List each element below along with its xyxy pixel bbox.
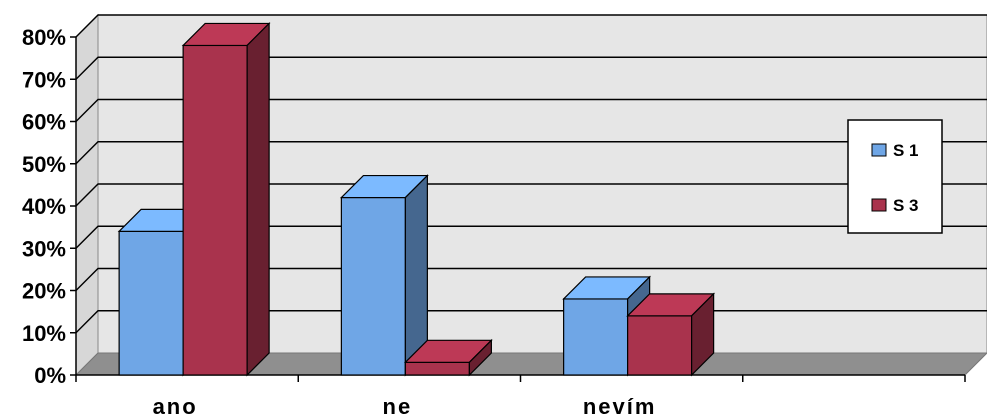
legend-label-s1: S 1 [893, 141, 919, 160]
bar-side [468, 338, 492, 377]
gridline [75, 225, 987, 249]
gridline [75, 141, 987, 165]
bar-front [182, 44, 248, 376]
legend-swatch-s3 [871, 198, 887, 212]
gridline [75, 98, 987, 122]
bar-front [404, 361, 470, 376]
gridline [75, 56, 987, 80]
bar-front [118, 230, 184, 376]
gridline [75, 267, 987, 291]
x-tick-labels: ano ne nevím [153, 394, 657, 418]
gridline [75, 14, 987, 38]
x-tick-label: ano [153, 394, 198, 418]
y-tick-label: 40% [22, 194, 66, 219]
legend: S 1 S 3 [847, 119, 943, 234]
bar-front [340, 196, 406, 376]
legend-box [847, 119, 943, 234]
y-tick-label: 60% [22, 110, 66, 135]
bars [117, 22, 716, 377]
gridline [75, 183, 987, 207]
bar-s1-ne [339, 174, 429, 377]
bar-side [691, 292, 715, 377]
legend-label-s3: S 3 [893, 196, 919, 215]
y-tick-label: 80% [22, 25, 66, 50]
legend-swatch-s1 [871, 143, 887, 157]
bar-s3-nevím [626, 292, 716, 377]
x-tick-label: nevím [583, 394, 657, 418]
y-tick-label: 70% [22, 67, 66, 92]
y-tick-label: 50% [22, 152, 66, 177]
y-tick-label: 20% [22, 279, 66, 304]
bar-front [627, 315, 693, 376]
y-tick-labels: 0% 10% 20% 30% 40% 50% 60% 70% 80% [22, 25, 66, 388]
bar-front [563, 298, 629, 376]
y-tick-label: 0% [34, 363, 66, 388]
bar-s3-ne [403, 338, 493, 377]
bar-s3-ano [181, 22, 271, 377]
x-tick-label: ne [383, 394, 413, 418]
y-tick-label: 30% [22, 236, 66, 261]
y-tick-label: 10% [22, 321, 66, 346]
bar-side [246, 22, 270, 377]
